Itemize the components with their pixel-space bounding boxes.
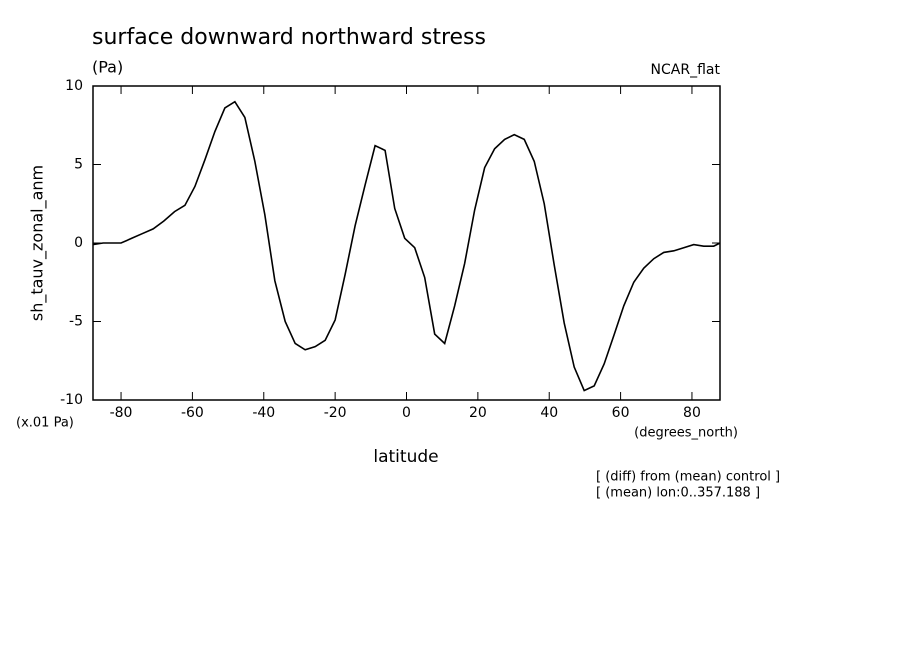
- subtitle: (Pa): [92, 58, 123, 77]
- y-tick-label: 0: [74, 235, 83, 251]
- annotation: NCAR_flat: [651, 62, 721, 78]
- y-tick-label: 10: [65, 78, 83, 94]
- x-units: (degrees_north): [634, 426, 738, 441]
- note: [ (diff) from (mean) control ]: [596, 470, 780, 485]
- y-tick-label: -10: [60, 392, 83, 408]
- x-tick-label: 0: [402, 405, 411, 421]
- x-tick-label: -20: [324, 405, 347, 421]
- x-tick-label: -60: [181, 405, 204, 421]
- x-tick-label: 80: [683, 405, 701, 421]
- x-tick-label: -80: [110, 405, 133, 421]
- x-tick-label: 40: [540, 405, 558, 421]
- data-line: [92, 100, 721, 392]
- plot-frame: [92, 85, 721, 401]
- x-tick-label: 20: [469, 405, 487, 421]
- y-tick-label: 5: [74, 157, 83, 173]
- chart-title: surface downward northward stress: [92, 25, 486, 50]
- x-axis-label: latitude: [373, 447, 438, 467]
- y-axis-label: sh_tauv_zonal_anm: [28, 165, 48, 321]
- x-tick-label: -40: [252, 405, 275, 421]
- x-tick-label: 60: [612, 405, 630, 421]
- note: [ (mean) lon:0..357.188 ]: [596, 486, 760, 501]
- y-units: (x.01 Pa): [16, 416, 74, 431]
- y-tick-label: -5: [69, 314, 83, 330]
